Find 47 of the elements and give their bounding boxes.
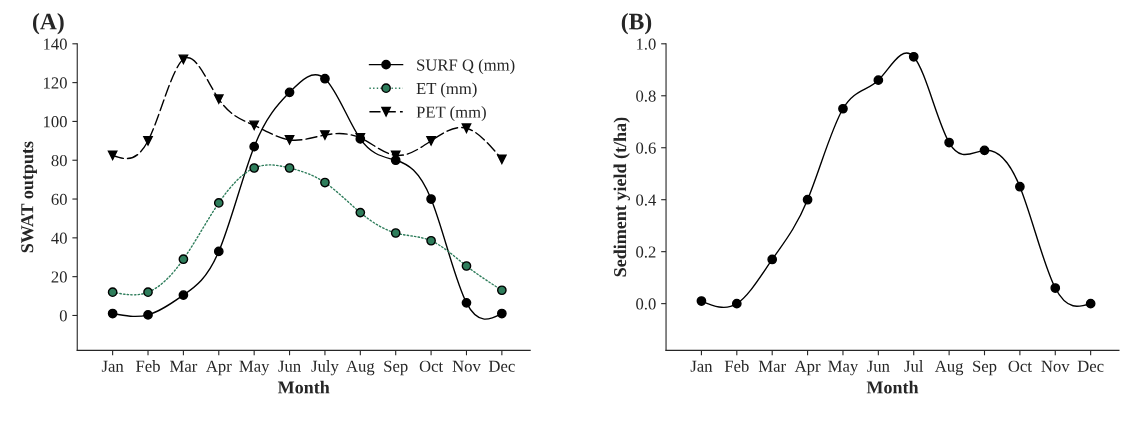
x-tick-label: Feb bbox=[724, 360, 749, 372]
x-tick-label: Nov bbox=[452, 360, 481, 372]
x-tick-label: Mar bbox=[758, 360, 786, 372]
x-tick-label: Dec bbox=[488, 360, 515, 372]
x-tick-label: May bbox=[828, 360, 859, 376]
x-tick-label: Apr bbox=[794, 360, 821, 376]
x-tick-label: Sep bbox=[973, 360, 997, 376]
chart-title: (A) bbox=[32, 12, 64, 35]
y-tick-label: 0.2 bbox=[636, 246, 656, 258]
y-axis-title: SWAT outputs bbox=[21, 141, 37, 253]
x-tick-label: Oct bbox=[419, 360, 444, 372]
x-tick-label: Feb bbox=[136, 360, 160, 372]
y-tick-label: 60 bbox=[51, 193, 67, 205]
x-axis-title: Month bbox=[277, 380, 330, 394]
x-tick-label: Jan bbox=[690, 360, 713, 372]
y-tick-label: 100 bbox=[43, 116, 67, 128]
y-tick-label: 0.8 bbox=[636, 90, 656, 102]
x-tick-label: Aug bbox=[934, 360, 964, 376]
y-tick-label: 80 bbox=[51, 154, 67, 167]
y-tick-label: 120 bbox=[43, 77, 67, 89]
x-tick-label: May bbox=[239, 360, 270, 376]
y-tick-label: 1.0 bbox=[636, 38, 656, 50]
legend-label: SURF Q (mm) bbox=[417, 58, 515, 75]
y-tick-label: 20 bbox=[51, 271, 67, 283]
x-tick-label: Jun bbox=[278, 360, 301, 372]
chart-title: (B) bbox=[621, 12, 652, 35]
y-axis-title: Sediment yield (t/ha) bbox=[613, 117, 630, 277]
x-tick-label: Jul bbox=[904, 360, 924, 372]
x-tick-label: Jan bbox=[101, 360, 124, 372]
y-tick-label: 0.4 bbox=[636, 194, 657, 206]
x-tick-label: Apr bbox=[205, 360, 232, 376]
x-tick-label: Mar bbox=[170, 360, 198, 372]
y-tick-label: 140 bbox=[43, 38, 67, 50]
x-tick-label: Nov bbox=[1041, 360, 1070, 372]
x-tick-label: Dec bbox=[1077, 360, 1104, 372]
x-axis-title: Month bbox=[866, 380, 919, 394]
y-tick-label: 0 bbox=[59, 310, 67, 322]
y-tick-label: 0.6 bbox=[636, 142, 656, 154]
x-tick-label: Aug bbox=[346, 360, 375, 376]
legend-label: PET (mm) bbox=[416, 106, 486, 122]
x-tick-label: Jun bbox=[867, 360, 890, 372]
x-tick-label: July bbox=[311, 360, 339, 376]
y-tick-label: 40 bbox=[51, 232, 67, 244]
x-tick-label: Oct bbox=[1008, 360, 1032, 372]
x-tick-label: Sep bbox=[384, 360, 408, 376]
y-tick-label: 0.0 bbox=[636, 298, 656, 310]
legend-label: ET (mm) bbox=[416, 82, 477, 98]
